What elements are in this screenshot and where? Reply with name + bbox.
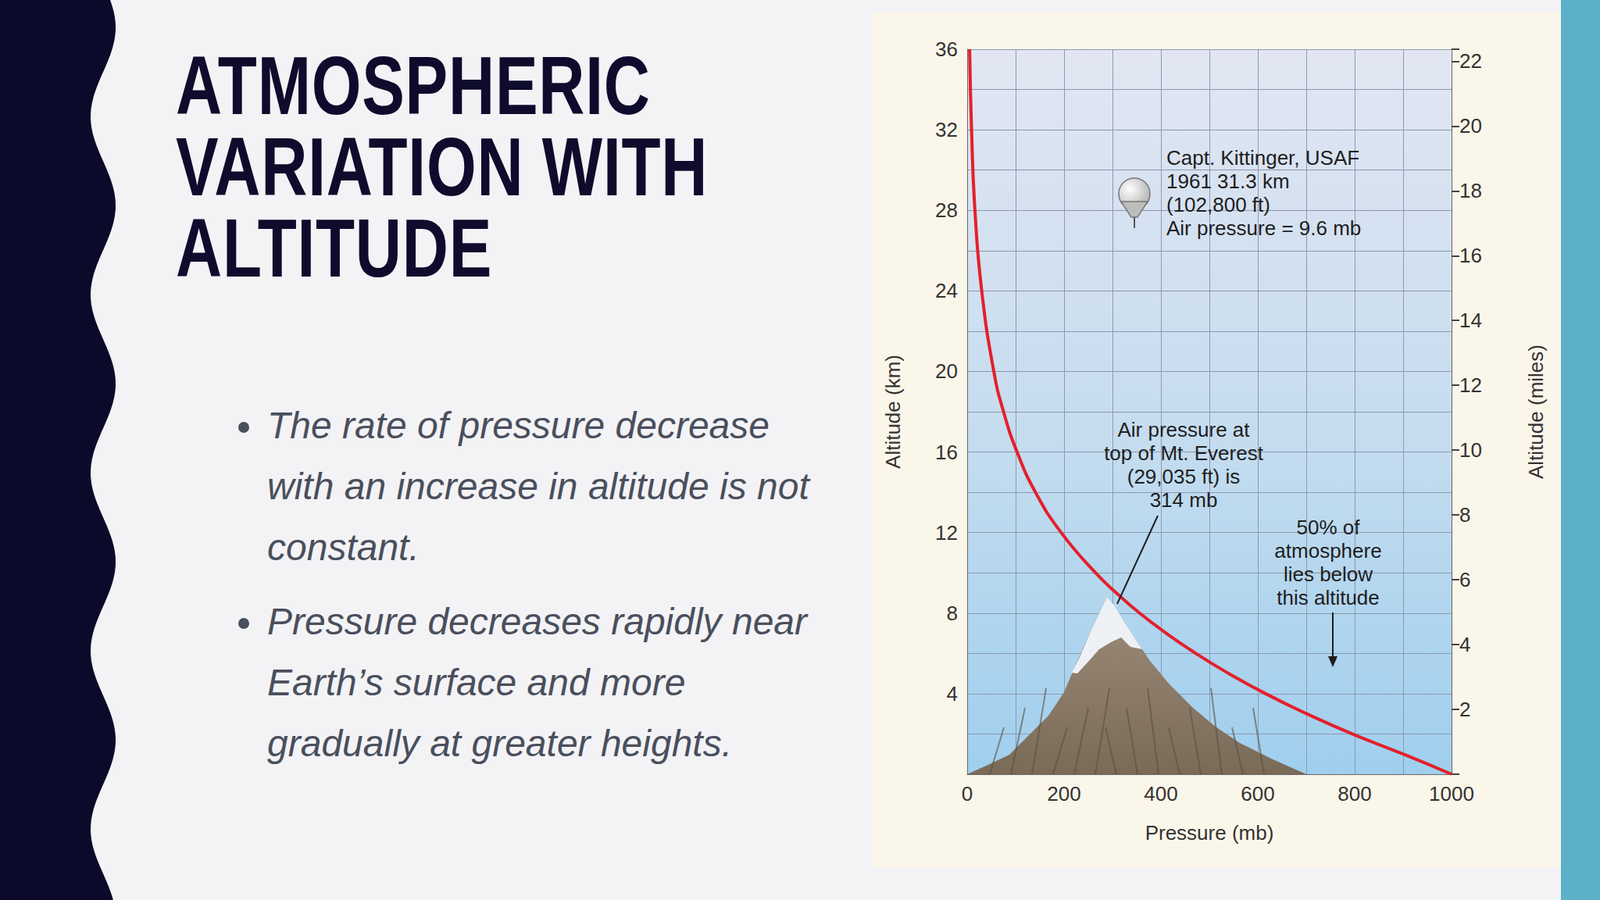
- svg-text:1961 31.3 km: 1961 31.3 km: [1166, 169, 1290, 193]
- svg-text:lies below: lies below: [1283, 562, 1373, 586]
- svg-text:Air pressure = 9.6 mb: Air pressure = 9.6 mb: [1166, 216, 1361, 240]
- svg-text:top of Mt. Everest: top of Mt. Everest: [1103, 441, 1265, 465]
- svg-text:28: 28: [935, 198, 958, 222]
- svg-text:10: 10: [1459, 438, 1483, 462]
- svg-text:18: 18: [1459, 178, 1483, 203]
- svg-text:400: 400: [1143, 782, 1178, 806]
- svg-text:16: 16: [935, 440, 958, 465]
- svg-text:this altitude: this altitude: [1276, 585, 1380, 610]
- svg-text:Pressure (mb): Pressure (mb): [1145, 821, 1275, 845]
- svg-text:(29,035 ft) is: (29,035 ft) is: [1127, 464, 1241, 489]
- svg-text:atmosphere: atmosphere: [1274, 539, 1382, 563]
- svg-text:20: 20: [1459, 114, 1483, 138]
- svg-text:Altitude (miles): Altitude (miles): [1524, 344, 1548, 479]
- html-text:The rate of pressure decrease: The rate of pressure decrease with an in…: [267, 404, 810, 568]
- svg-text:8: 8: [946, 601, 958, 625]
- svg-text:32: 32: [935, 117, 958, 142]
- svg-text:Capt. Kittinger, USAF: Capt. Kittinger, USAF: [1166, 146, 1360, 170]
- svg-text:8: 8: [1459, 503, 1471, 527]
- svg-text:6: 6: [1459, 567, 1471, 592]
- svg-text:(102,800 ft): (102,800 ft): [1166, 192, 1271, 217]
- svg-text:24: 24: [935, 278, 958, 303]
- svg-text:1000: 1000: [1428, 782, 1475, 806]
- svg-text:2: 2: [1459, 697, 1471, 722]
- svg-text:22: 22: [1459, 49, 1483, 73]
- svg-text:12: 12: [1459, 373, 1483, 397]
- svg-text:800: 800: [1337, 782, 1372, 806]
- svg-text:14: 14: [1459, 308, 1483, 333]
- html-text:ATMOSPHERIC VARIATION WITH ALT: ATMOSPHERIC VARIATION WITH ALTITUDE: [175, 39, 708, 294]
- svg-text:36: 36: [935, 37, 958, 61]
- svg-text:314 mb: 314 mb: [1150, 488, 1218, 512]
- svg-text:4: 4: [1459, 632, 1471, 657]
- svg-text:Air pressure at: Air pressure at: [1117, 417, 1250, 442]
- svg-text:50% of: 50% of: [1296, 515, 1361, 540]
- svg-text:200: 200: [1046, 782, 1081, 806]
- svg-text:0: 0: [961, 782, 973, 806]
- svg-text:12: 12: [935, 521, 958, 545]
- svg-text:20: 20: [935, 359, 958, 383]
- html-text:Pressure decreases rapidly nea: Pressure decreases rapidly near Earth’s …: [267, 600, 808, 765]
- svg-text:Altitude (km): Altitude (km): [881, 354, 905, 469]
- svg-text:4: 4: [946, 682, 958, 706]
- svg-text:16: 16: [1459, 243, 1483, 268]
- svg-text:600: 600: [1240, 782, 1275, 806]
